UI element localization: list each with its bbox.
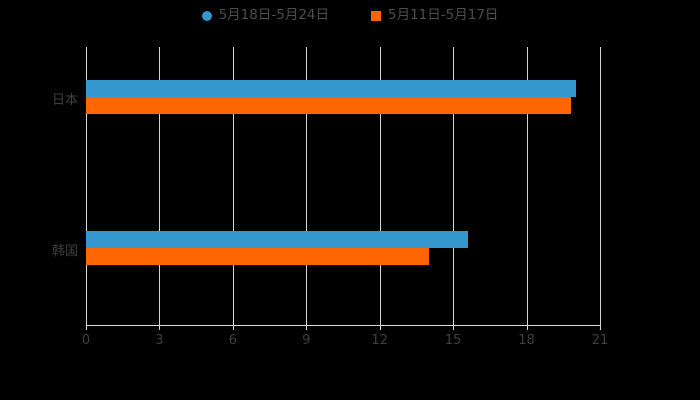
x-tick-mark-2 bbox=[232, 325, 234, 330]
legend-item-series-1[interactable]: 5月18日-5月24日 bbox=[201, 7, 329, 24]
gridline-x-21 bbox=[600, 47, 601, 325]
x-tick-label-4: 12 bbox=[371, 333, 388, 348]
x-tick-label-1: 3 bbox=[155, 333, 164, 348]
plot-area bbox=[86, 47, 601, 325]
x-tick-mark-4 bbox=[379, 325, 381, 330]
x-tick-label-7: 21 bbox=[591, 333, 609, 348]
legend-marker-square-icon bbox=[371, 11, 381, 21]
bar-1-series-1[interactable] bbox=[86, 247, 429, 265]
x-tick-mark-7 bbox=[600, 325, 601, 330]
x-tick-label-0: 0 bbox=[81, 333, 91, 348]
x-tick-mark-0 bbox=[86, 325, 87, 330]
legend-label-series-2: 5月11日-5月17日 bbox=[388, 7, 499, 24]
x-tick-mark-5 bbox=[453, 325, 455, 330]
bar-0-series-0[interactable] bbox=[86, 79, 576, 97]
x-tick-mark-1 bbox=[159, 325, 161, 330]
y-category-label-0: 日本 bbox=[51, 92, 78, 108]
bar-1-series-0[interactable] bbox=[86, 230, 468, 248]
y-category-label-1: 韩国 bbox=[51, 243, 78, 259]
gridline-x-12 bbox=[379, 47, 381, 325]
chart-legend: 5月18日-5月24日 5月11日-5月17日 bbox=[0, 4, 700, 28]
gridline-x-9 bbox=[306, 47, 308, 325]
gridline-x-3 bbox=[159, 47, 161, 325]
gridline-x-15 bbox=[453, 47, 455, 325]
x-tick-mark-3 bbox=[306, 325, 308, 330]
gridline-x-6 bbox=[232, 47, 234, 325]
x-tick-label-3: 9 bbox=[302, 333, 311, 348]
legend-item-series-2[interactable]: 5月11日-5月17日 bbox=[371, 9, 498, 23]
x-axis-line bbox=[86, 325, 601, 326]
x-tick-mark-6 bbox=[526, 325, 528, 330]
x-tick-label-6: 18 bbox=[518, 333, 535, 348]
legend-marker-circle-icon bbox=[201, 11, 212, 21]
x-tick-label-2: 6 bbox=[228, 333, 237, 348]
bar-0-series-1[interactable] bbox=[86, 96, 571, 114]
gridline-x-18 bbox=[526, 47, 528, 325]
x-tick-label-5: 15 bbox=[444, 333, 462, 348]
legend-label-series-1: 5月18日-5月24日 bbox=[218, 7, 329, 24]
gridline-x-0 bbox=[86, 47, 87, 325]
